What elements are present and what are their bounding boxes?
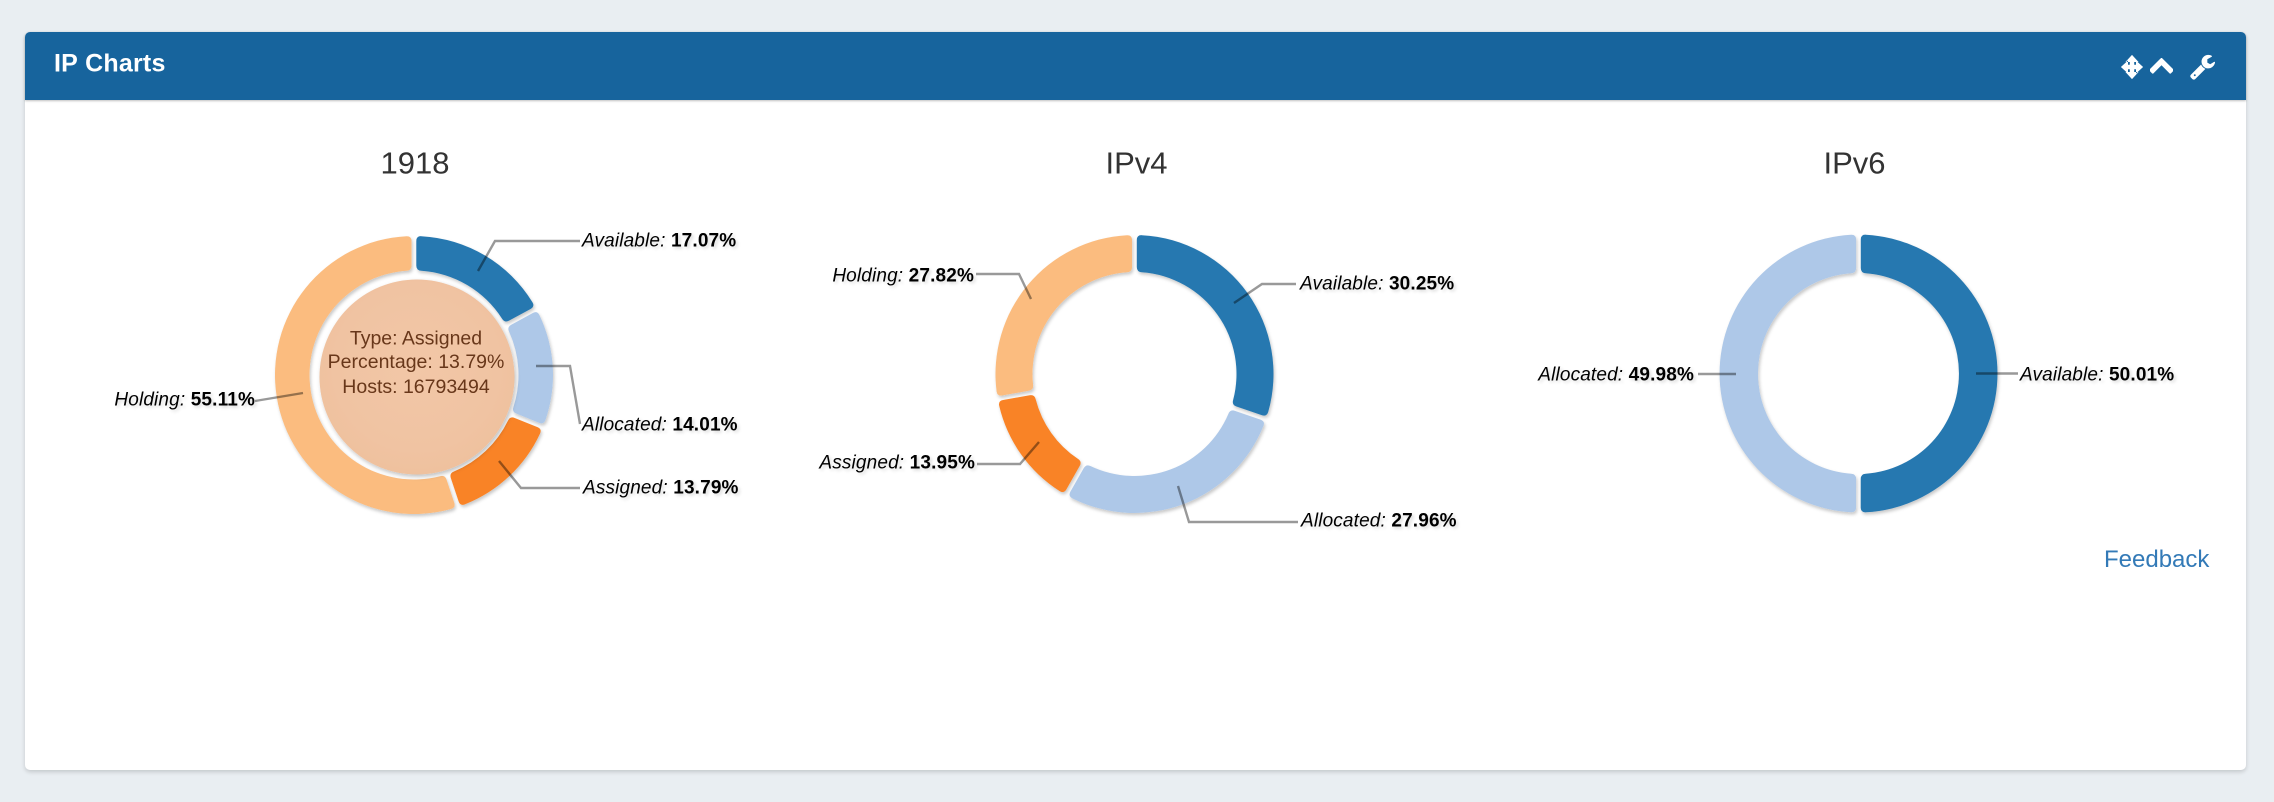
svg-text:Assigned: 13.79%: Assigned: 13.79%: [582, 477, 739, 498]
svg-text:Holding: 27.82%: Holding: 27.82%: [832, 265, 974, 286]
svg-text:Holding: 55.11%: Holding: 55.11%: [114, 389, 255, 410]
svg-text:Available: 17.07%: Available: 17.07%: [581, 230, 736, 251]
svg-text:Assigned: 13.95%: Assigned: 13.95%: [818, 452, 975, 473]
svg-text:Type: Assigned: Type: Assigned: [350, 328, 482, 350]
svg-text:Hosts: 16793494: Hosts: 16793494: [342, 376, 490, 398]
svg-text:IPv4: IPv4: [1105, 146, 1167, 181]
svg-text:Allocated: 14.01%: Allocated: 14.01%: [581, 414, 738, 435]
svg-text:IPv6: IPv6: [1823, 146, 1885, 181]
svg-text:Available: 30.25%: Available: 30.25%: [1299, 273, 1454, 294]
svg-text:Available: 50.01%: Available: 50.01%: [2019, 364, 2174, 385]
svg-text:1918: 1918: [381, 146, 450, 181]
svg-text:Allocated: 27.96%: Allocated: 27.96%: [1300, 510, 1457, 531]
svg-text:Percentage: 13.79%: Percentage: 13.79%: [328, 351, 505, 373]
svg-text:Allocated: 49.98%: Allocated: 49.98%: [1537, 364, 1694, 385]
